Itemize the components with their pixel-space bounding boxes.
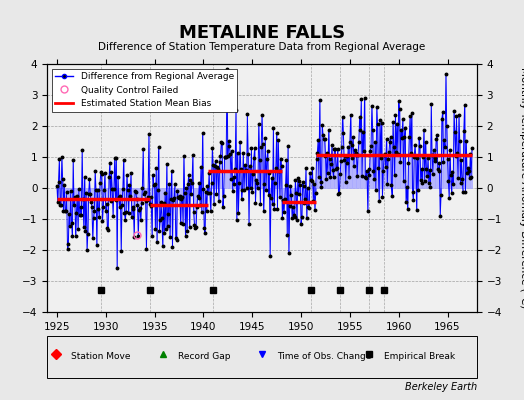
Text: Empirical Break: Empirical Break: [385, 352, 455, 361]
Text: Berkeley Earth: Berkeley Earth: [405, 382, 477, 392]
Y-axis label: Monthly Temperature Anomaly Difference (°C): Monthly Temperature Anomaly Difference (…: [519, 67, 524, 309]
Legend: Difference from Regional Average, Quality Control Failed, Estimated Station Mean: Difference from Regional Average, Qualit…: [52, 68, 237, 112]
Text: Difference of Station Temperature Data from Regional Average: Difference of Station Temperature Data f…: [99, 42, 425, 52]
Text: METALINE FALLS: METALINE FALLS: [179, 24, 345, 42]
Text: Record Gap: Record Gap: [178, 352, 231, 361]
Text: Station Move: Station Move: [71, 352, 130, 361]
Text: Time of Obs. Change: Time of Obs. Change: [277, 352, 372, 361]
